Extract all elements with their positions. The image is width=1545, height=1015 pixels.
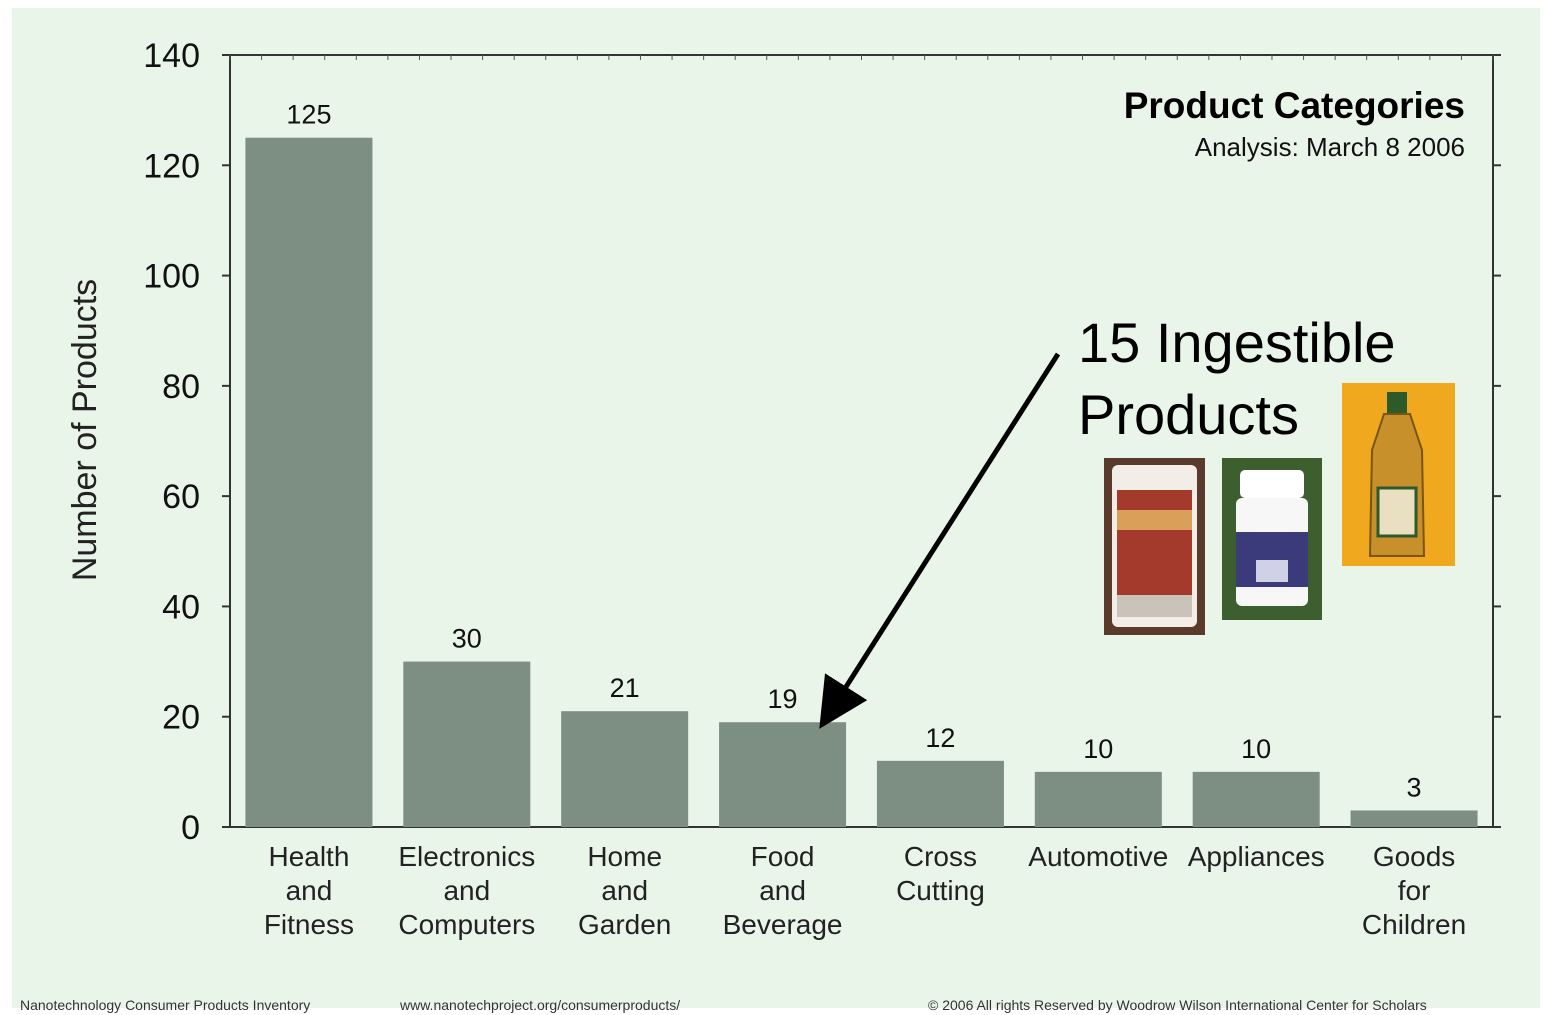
x-tick-label: Home and Garden xyxy=(578,841,671,940)
data-label: 10 xyxy=(1083,734,1113,764)
y-tick-label: 40 xyxy=(162,588,200,626)
x-tick-label: Cross Cutting xyxy=(896,841,985,906)
footer-copyright: © 2006 All rights Reserved by Woodrow Wi… xyxy=(928,997,1427,1013)
x-tick-label-line: Children xyxy=(1362,909,1466,940)
x-tick-label-line: and xyxy=(443,875,490,906)
axes xyxy=(222,54,1501,828)
y-tick-label: 80 xyxy=(162,368,200,406)
x-tick-label-line: Computers xyxy=(398,909,535,940)
bar xyxy=(1350,810,1478,827)
x-tick-label-line: Home xyxy=(587,841,662,872)
bar xyxy=(403,661,531,827)
x-tick-label-line: Food xyxy=(751,841,815,872)
x-tick-label-line: Health xyxy=(268,841,349,872)
x-tick-label-line: Electronics xyxy=(398,841,535,872)
x-tick-label-line: and xyxy=(601,875,648,906)
annotation-arrow xyxy=(819,352,1061,729)
x-tick-label: Electronics and Computers xyxy=(398,841,535,940)
annotation-line-2: Products xyxy=(1078,383,1299,446)
x-tick-label-line: Automotive xyxy=(1028,841,1168,872)
y-tick-label: 20 xyxy=(162,699,200,737)
annotation-line-1: 15 Ingestible xyxy=(1078,311,1396,374)
x-tick-label: Goods for Children xyxy=(1362,841,1466,940)
x-tick-label-line: and xyxy=(759,875,806,906)
data-label: 3 xyxy=(1407,772,1422,802)
data-label: 21 xyxy=(610,673,640,703)
chart-subtitle: Analysis: March 8 2006 xyxy=(1195,132,1465,162)
x-tick-label: Food and Beverage xyxy=(723,841,843,940)
data-label: 30 xyxy=(452,624,482,654)
bar xyxy=(1192,771,1320,827)
oil-bottle-image xyxy=(1342,383,1455,566)
product-images xyxy=(1104,383,1455,635)
x-tick-label-line: Cutting xyxy=(896,875,985,906)
y-tick-label: 0 xyxy=(181,809,200,847)
y-tick-label: 100 xyxy=(143,258,200,296)
footer-source: Nanotechnology Consumer Products Invento… xyxy=(20,997,311,1013)
data-label: 125 xyxy=(286,100,331,130)
bar xyxy=(719,722,847,827)
bars xyxy=(245,137,1478,827)
x-tick-label: Appliances xyxy=(1188,841,1325,872)
chart-title: Product Categories xyxy=(1124,85,1465,126)
y-tick-label: 60 xyxy=(162,478,200,516)
x-tick-label-line: Cross xyxy=(904,841,977,872)
x-tick-label-line: Appliances xyxy=(1188,841,1325,872)
bar xyxy=(245,137,373,827)
x-tick-label-line: Fitness xyxy=(264,909,354,940)
x-tick-label-line: Garden xyxy=(578,909,671,940)
y-axis-title: Number of Products xyxy=(66,279,104,581)
y-tick-label: 140 xyxy=(143,37,200,75)
bar xyxy=(876,760,1004,827)
data-label: 19 xyxy=(768,684,798,714)
x-tick-label-line: and xyxy=(286,875,333,906)
pill-bottle-image xyxy=(1222,458,1322,620)
annotation: 15 Ingestible Products xyxy=(819,311,1396,729)
x-tick-label-line: Goods xyxy=(1373,841,1456,872)
x-tick-label: Health and Fitness xyxy=(264,841,354,940)
x-tick-label-line: Beverage xyxy=(723,909,843,940)
bar xyxy=(561,711,689,827)
x-tick-label: Automotive xyxy=(1028,841,1168,872)
footer-url[interactable]: www.nanotechproject.org/consumerproducts… xyxy=(400,997,681,1013)
supplement-jar-image xyxy=(1104,458,1205,635)
x-tick-label-line: for xyxy=(1398,875,1431,906)
y-tick-label: 120 xyxy=(143,147,200,185)
bar xyxy=(1034,771,1162,827)
data-label: 10 xyxy=(1241,734,1271,764)
data-label: 12 xyxy=(925,723,955,753)
